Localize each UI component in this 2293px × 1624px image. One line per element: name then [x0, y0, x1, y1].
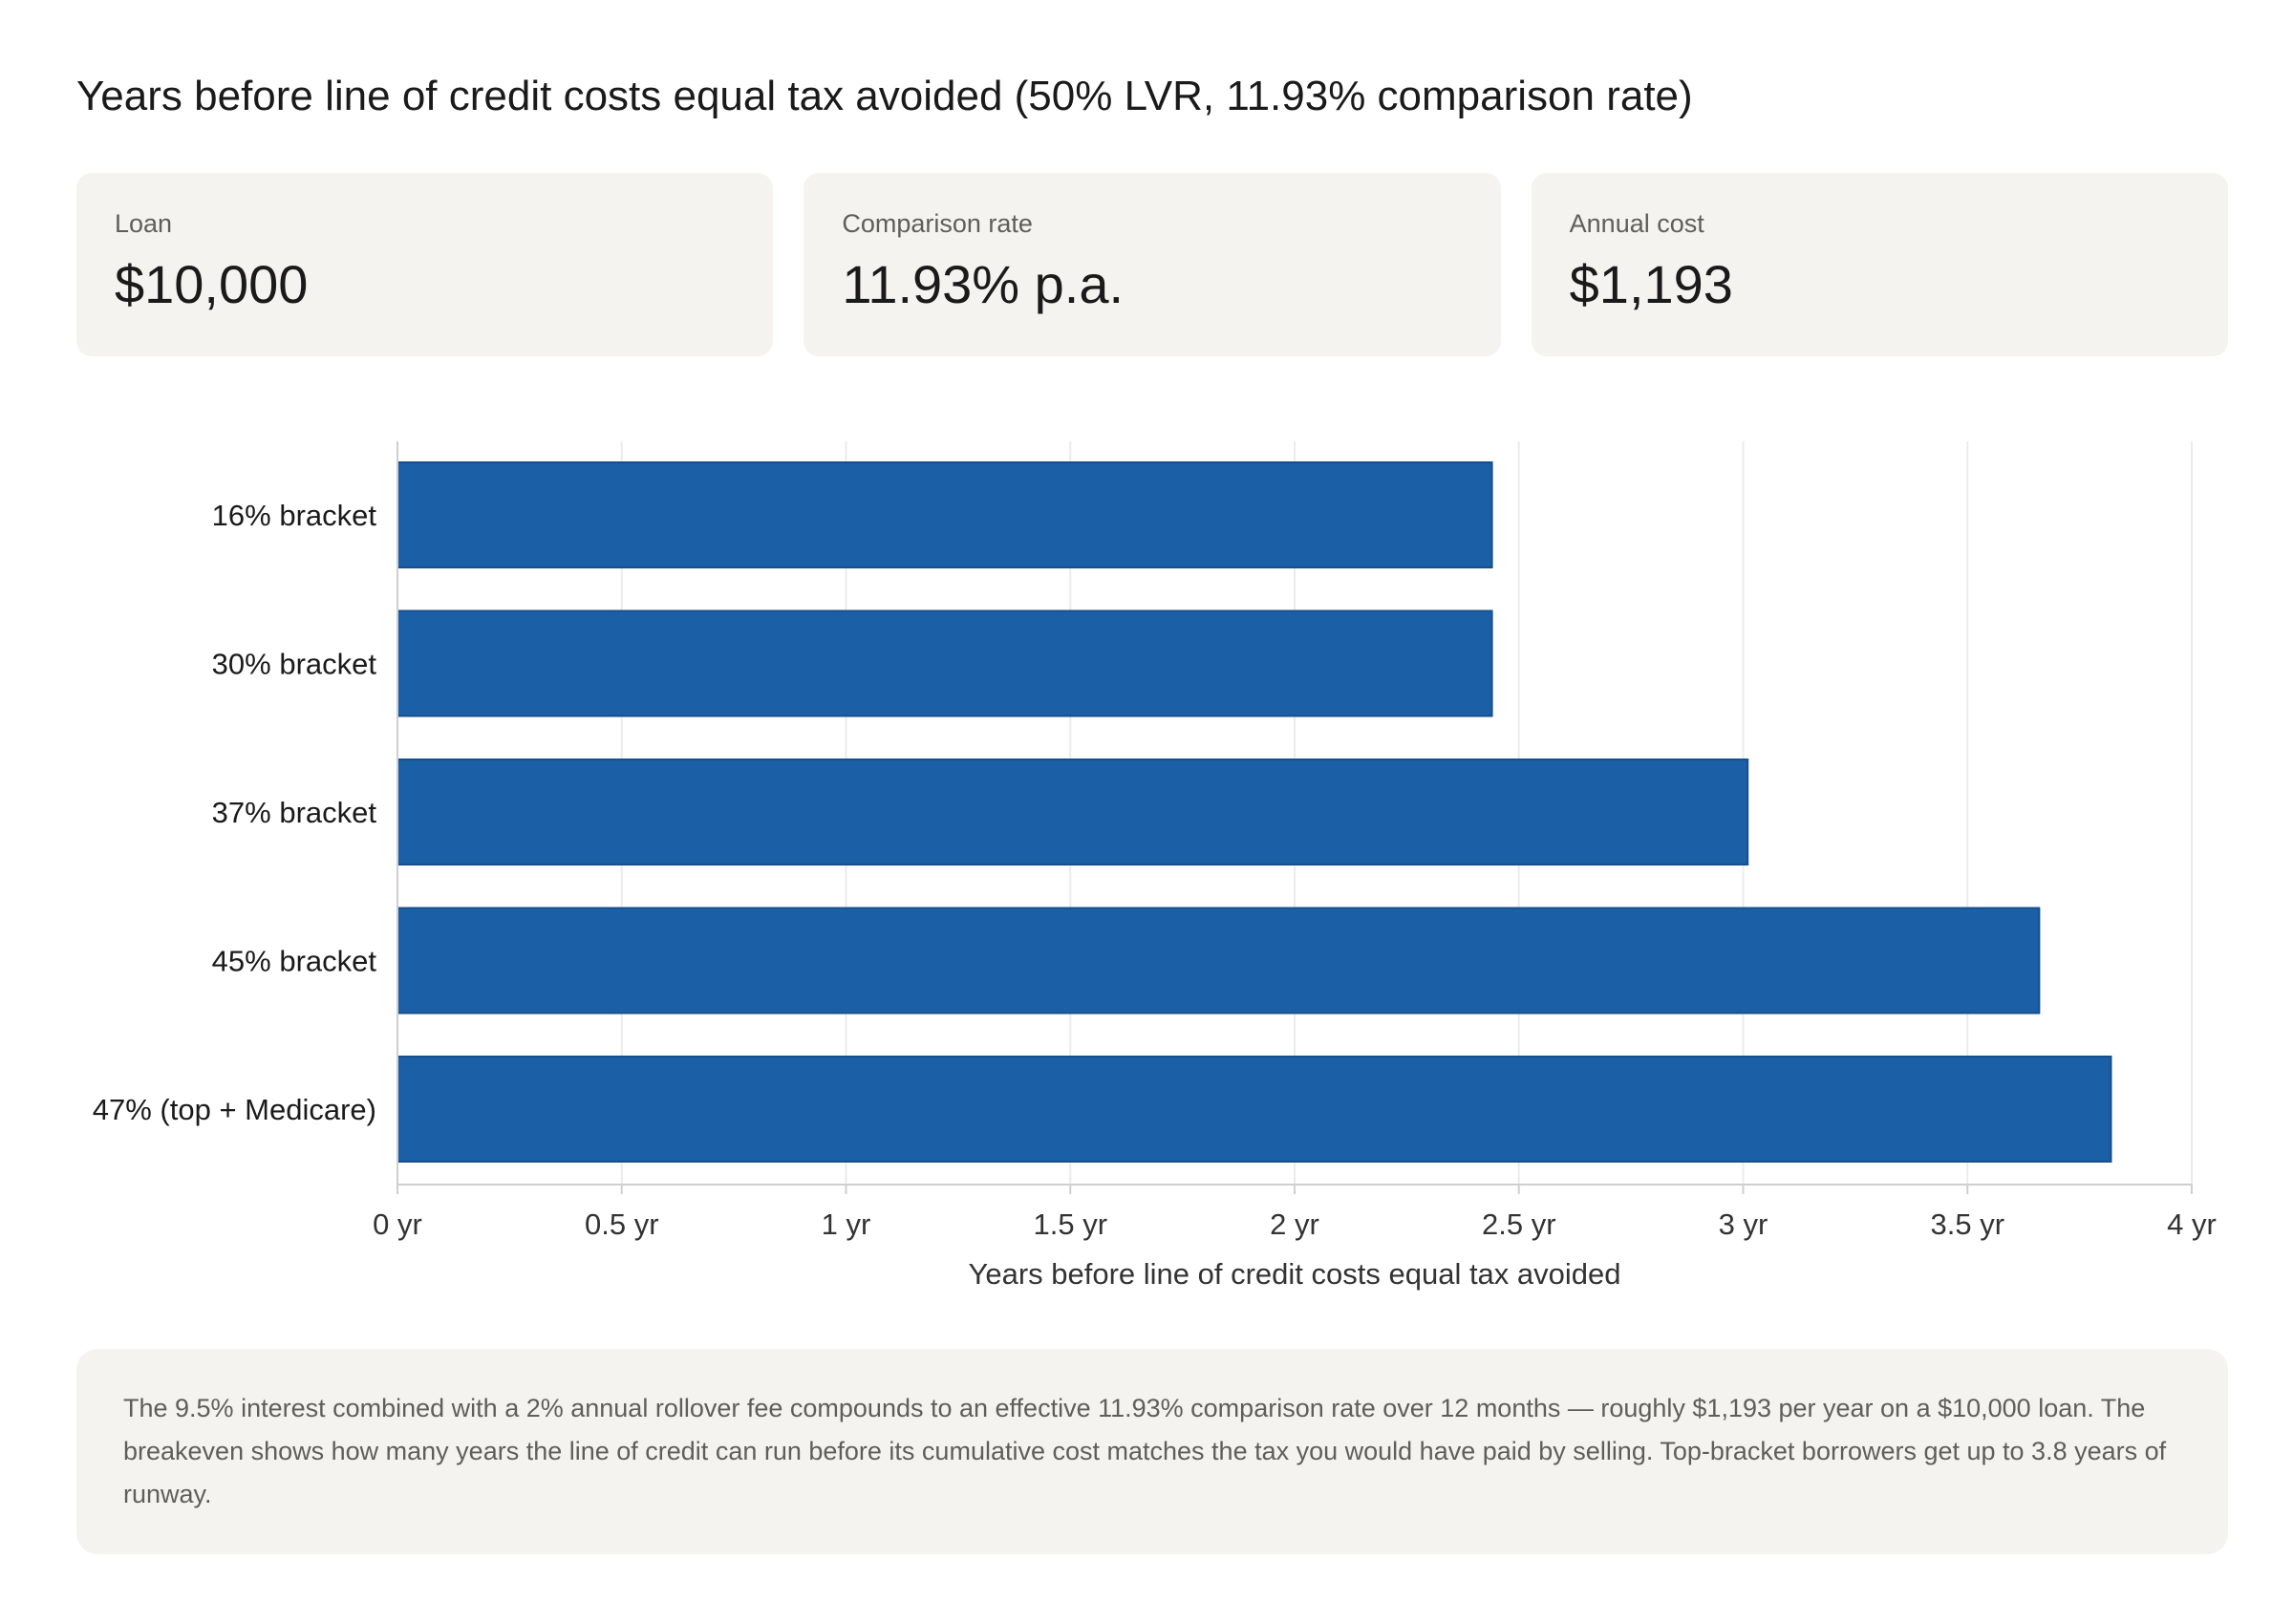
comparison-rate-label: Comparison rate: [842, 209, 1033, 238]
x-axis-title: Years before line of credit costs equal …: [969, 1257, 1621, 1291]
bar: [396, 907, 2041, 1015]
loan-card: Loan $10,000: [76, 173, 774, 356]
comparison-rate-card: Comparison rate 11.93% p.a.: [804, 173, 1501, 356]
category-label: 37% bracket: [212, 796, 377, 829]
category-label: 47% (top + Medicare): [93, 1093, 376, 1126]
x-tick-label: 2 yr: [1270, 1207, 1319, 1241]
bar: [396, 1056, 2112, 1163]
explanation-note: The 9.5% interest combined with a 2% ann…: [76, 1349, 2228, 1554]
bar: [396, 759, 1749, 865]
page-title: Years before line of credit costs equal …: [76, 73, 1693, 119]
loan-value: $10,000: [115, 254, 309, 314]
category-label: 16% bracket: [212, 499, 377, 532]
category-label: 45% bracket: [212, 945, 377, 978]
annual-cost-card: Annual cost $1,193: [1531, 173, 2228, 356]
x-tick-label: 0.5 yr: [585, 1207, 659, 1241]
summary-cards: Loan $10,000 Comparison rate 11.93% p.a.…: [76, 173, 2228, 356]
x-tick-label: 3.5 yr: [1930, 1207, 2004, 1241]
comparison-rate-value: 11.93% p.a.: [842, 254, 1125, 314]
annual-cost-value: $1,193: [1569, 254, 1733, 314]
annual-cost-label: Annual cost: [1569, 209, 1704, 238]
x-tick-label: 0 yr: [373, 1207, 422, 1241]
x-tick-label: 1.5 yr: [1033, 1207, 1107, 1241]
bar: [396, 609, 1493, 717]
x-tick-label: 1 yr: [822, 1207, 871, 1241]
category-label: 30% bracket: [212, 648, 377, 681]
loan-label: Loan: [115, 209, 173, 238]
x-tick-label: 2.5 yr: [1482, 1207, 1556, 1241]
breakeven-bar-chart: 16% bracket 30% bracket 37% bracket 45% bra…: [93, 441, 2217, 1291]
bar: [396, 461, 1493, 568]
x-tick-label: 3 yr: [1719, 1207, 1768, 1241]
x-tick-label: 4 yr: [2167, 1207, 2217, 1241]
